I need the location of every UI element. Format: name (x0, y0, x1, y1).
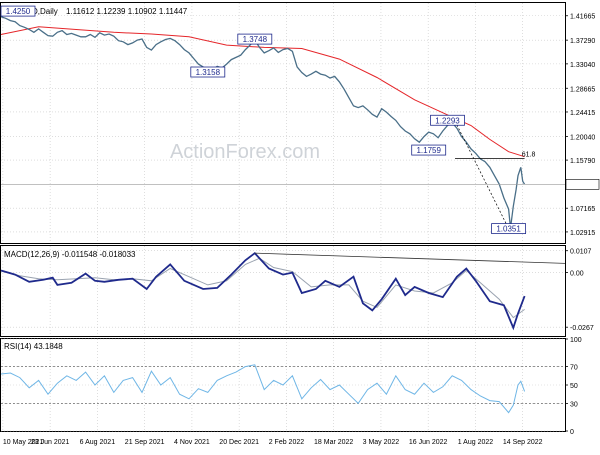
x-tick-label: 4 Nov 2021 (174, 439, 210, 446)
price-tick-label: 1.15790 (570, 158, 595, 165)
price-annotation-box (430, 114, 465, 126)
fib-618-label: 61.8 (522, 151, 536, 158)
price-tick-label: 1.20040 (570, 134, 595, 141)
price-panel-frame (0, 2, 566, 244)
x-tick-label: 16 Jun 2022 (409, 439, 448, 446)
rsi-label: RSI(14) 43.1848 (4, 342, 63, 351)
price-annotation-label: 1.4250 (6, 7, 31, 16)
price-annotation-label: 1.0351 (496, 225, 521, 234)
macd-line (0, 251, 526, 331)
price-tick-label: 1.02915 (570, 230, 595, 237)
price-annotation-box (491, 223, 527, 235)
x-tick-label: 10 May 2021 (3, 439, 44, 446)
price-tick-label: 1.28665 (570, 86, 595, 93)
x-tick-label: 14 Sep 2022 (503, 439, 543, 446)
x-tick-label: 2 Feb 2022 (269, 439, 305, 446)
x-tick-label: 6 Aug 2021 (80, 439, 116, 446)
x-tick-label: 20 Dec 2021 (219, 439, 259, 446)
x-tick-label: 1 Aug 2022 (458, 439, 494, 446)
price-annotation-box (411, 144, 447, 156)
price-tick-label: 1.24415 (570, 110, 595, 117)
macd-trendline (254, 252, 566, 264)
axes: 1.41665 1.37290 1.33040 1.28665 1.24415 1.200… (3, 14, 600, 446)
rsi-tick-label: 70 (570, 365, 578, 372)
price-tick-label: 1.07165 (570, 206, 595, 213)
price-annotation-label: 1.3158 (196, 68, 221, 77)
price-annotation-box (237, 33, 273, 45)
rsi-tick-label: 100 (570, 337, 582, 344)
fib-diagonal (456, 124, 509, 229)
watermark: ActionForex.com (170, 141, 320, 163)
price-series (0, 16, 565, 229)
macd-tick-label: -0.0267 (570, 325, 594, 332)
macd-label: MACD(12,26,9) -0.011548 -0.018033 (4, 250, 136, 259)
x-tick-label: 23 Jun 2021 (31, 439, 70, 446)
rsi-tick-label: 30 (570, 401, 578, 408)
macd-signal-line (0, 257, 525, 319)
price-tick-label: 1.37290 (570, 38, 595, 45)
price-tick-label: 1.41665 (570, 14, 595, 21)
price-tick-label: 1.33040 (570, 62, 595, 69)
price-annotation-box (0, 5, 36, 17)
price-annotation-label: 1.3748 (243, 35, 268, 44)
rsi-line (0, 364, 526, 414)
rsi-tick-label: 0 (570, 429, 574, 436)
x-tick-label: 3 May 2022 (363, 439, 400, 446)
moving-average-line (0, 26, 525, 158)
ohlc-readout: 1.11612 1.12239 1.10902 1.11447 (66, 7, 188, 16)
macd-panel-frame (0, 245, 566, 337)
last-price-box (565, 179, 600, 190)
price-annotation-label: 1.1759 (416, 146, 441, 155)
x-tick-label: 21 Sep 2021 (125, 439, 165, 446)
annotations: 1.4250 1.3748 1.3158 1.2293 1.1759 1.0351 61.8 (0, 5, 536, 235)
price-annotation-label: 1.2293 (435, 116, 460, 125)
macd-grid (1, 246, 565, 336)
rsi-tick-label: 50 (570, 383, 578, 390)
price-grid (1, 3, 565, 243)
rsi-series (0, 364, 565, 414)
macd-tick-label: 0.00 (570, 271, 584, 278)
macd-tick-label: 0.0107 (570, 249, 592, 256)
x-tick-label: 18 Mar 2022 (314, 439, 353, 446)
macd-series (0, 251, 566, 331)
price-annotation-box (190, 66, 226, 78)
